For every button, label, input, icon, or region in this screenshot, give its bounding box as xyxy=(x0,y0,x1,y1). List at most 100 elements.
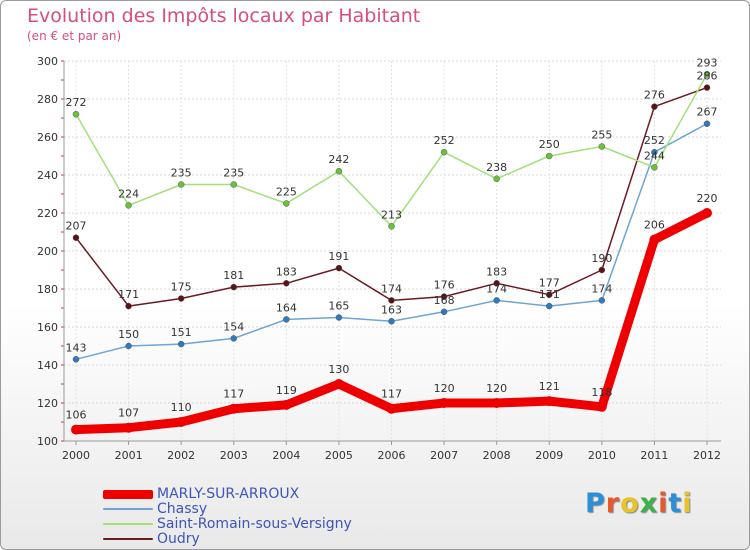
data-point-marly-sur-arroux-2010 xyxy=(596,401,607,412)
legend-swatch-oudry xyxy=(103,538,153,540)
data-label-marly-sur-arroux-2010: 118 xyxy=(591,386,612,399)
data-label-oudry-2000: 207 xyxy=(66,220,87,233)
legend-item-chassy: Chassy xyxy=(103,502,207,516)
data-point-saint-romain-sous-versigny-2006 xyxy=(388,223,395,230)
data-point-marly-sur-arroux-2008 xyxy=(491,398,502,408)
y-tick-label-100: 100 xyxy=(37,435,58,448)
data-point-saint-romain-sous-versigny-2005 xyxy=(335,167,343,175)
data-label-chassy-2001: 150 xyxy=(118,328,139,341)
data-point-saint-romain-sous-versigny-2004 xyxy=(283,200,290,207)
data-point-saint-romain-sous-versigny-2002 xyxy=(177,181,185,188)
data-label-marly-sur-arroux-2003: 117 xyxy=(223,388,244,401)
data-label-marly-sur-arroux-2005: 130 xyxy=(328,363,349,376)
data-point-chassy-2009 xyxy=(546,302,553,310)
data-label-saint-romain-sous-versigny-2008: 238 xyxy=(486,161,507,174)
data-label-oudry-2011: 276 xyxy=(644,89,665,102)
data-point-saint-romain-sous-versigny-2008 xyxy=(493,175,500,183)
logo-letter: r xyxy=(605,488,621,519)
data-point-marly-sur-arroux-2012 xyxy=(702,208,712,218)
data-label-oudry-2001: 171 xyxy=(118,288,139,301)
legend-label-chassy: Chassy xyxy=(157,501,208,517)
x-tick-label-2007: 2007 xyxy=(430,449,458,462)
data-label-saint-romain-sous-versigny-2005: 242 xyxy=(328,153,349,166)
x-tick-label-2012: 2012 xyxy=(693,449,721,462)
data-point-oudry-2004 xyxy=(283,280,290,287)
data-point-chassy-2006 xyxy=(388,318,395,325)
y-tick-label-260: 260 xyxy=(37,131,58,144)
y-tick-label-240: 240 xyxy=(37,169,58,182)
y-tick-label-200: 200 xyxy=(37,245,58,258)
data-label-chassy-2004: 164 xyxy=(276,301,297,314)
series-layer xyxy=(71,71,712,435)
logo-letter: x xyxy=(639,488,659,519)
data-point-saint-romain-sous-versigny-2010 xyxy=(598,143,606,150)
data-point-marly-sur-arroux-2006 xyxy=(386,403,397,414)
x-tick-label-2005: 2005 xyxy=(325,449,353,462)
y-tick-label-120: 120 xyxy=(37,397,58,410)
data-point-marly-sur-arroux-2003 xyxy=(228,403,239,414)
data-point-oudry-2012 xyxy=(703,84,711,91)
data-point-chassy-2001 xyxy=(125,342,132,350)
data-point-chassy-2007 xyxy=(440,308,448,316)
data-point-oudry-2010 xyxy=(598,266,606,274)
y-tick-label-180: 180 xyxy=(37,283,58,296)
data-label-marly-sur-arroux-2002: 110 xyxy=(171,401,192,414)
data-point-marly-sur-arroux-2004 xyxy=(281,399,292,410)
x-tick-label-2009: 2009 xyxy=(535,449,563,462)
data-label-saint-romain-sous-versigny-2012: 293 xyxy=(697,56,718,69)
data-label-chassy-2000: 143 xyxy=(66,341,87,354)
proxiti-logo: Proxiti xyxy=(585,488,693,519)
data-label-marly-sur-arroux-2011: 206 xyxy=(644,219,665,232)
data-point-chassy-2003 xyxy=(230,335,237,342)
data-point-saint-romain-sous-versigny-2011 xyxy=(651,164,658,171)
y-tick-label-140: 140 xyxy=(37,359,58,372)
data-point-oudry-2003 xyxy=(230,283,237,291)
data-point-oudry-2009 xyxy=(546,291,553,298)
data-label-marly-sur-arroux-2006: 117 xyxy=(381,388,402,401)
data-point-oudry-2008 xyxy=(493,280,500,287)
data-label-chassy-2008: 174 xyxy=(486,282,507,295)
data-point-marly-sur-arroux-2007 xyxy=(439,398,450,408)
x-tick-label-2003: 2003 xyxy=(220,449,248,462)
data-label-oudry-2006: 174 xyxy=(381,282,402,295)
data-point-saint-romain-sous-versigny-2009 xyxy=(546,152,553,160)
x-tick-label-2011: 2011 xyxy=(640,449,668,462)
data-label-oudry-2005: 191 xyxy=(328,250,349,263)
data-label-marly-sur-arroux-2007: 120 xyxy=(434,382,455,395)
data-label-marly-sur-arroux-2000: 106 xyxy=(66,409,87,422)
legend-item-saint-romain: Saint-Romain-sous-Versigny xyxy=(103,517,352,531)
data-point-saint-romain-sous-versigny-2000 xyxy=(72,110,80,118)
logo-letter: o xyxy=(620,488,640,519)
chart-subtitle: (en € et par an) xyxy=(27,29,122,43)
data-point-oudry-2007 xyxy=(440,293,448,300)
x-tick-label-2002: 2002 xyxy=(167,449,195,462)
data-label-oudry-2003: 181 xyxy=(223,269,244,282)
data-point-saint-romain-sous-versigny-2007 xyxy=(440,148,448,156)
data-point-saint-romain-sous-versigny-2003 xyxy=(230,181,237,188)
data-point-marly-sur-arroux-2005 xyxy=(333,379,344,389)
y-tick-label-280: 280 xyxy=(37,93,58,106)
data-label-oudry-2004: 183 xyxy=(276,265,297,278)
data-point-oudry-2005 xyxy=(335,264,343,272)
data-point-marly-sur-arroux-2009 xyxy=(544,396,555,407)
data-label-chassy-2006: 163 xyxy=(381,303,402,316)
data-label-marly-sur-arroux-2009: 121 xyxy=(539,380,560,393)
x-tick-label-2006: 2006 xyxy=(378,449,406,462)
x-tick-label-2000: 2000 xyxy=(62,449,90,462)
legend-label-oudry: Oudry xyxy=(157,531,200,547)
data-point-marly-sur-arroux-2011 xyxy=(649,234,660,245)
data-label-saint-romain-sous-versigny-2000: 272 xyxy=(66,96,87,109)
data-label-saint-romain-sous-versigny-2007: 252 xyxy=(434,134,455,147)
data-label-oudry-2009: 177 xyxy=(539,277,560,290)
data-point-chassy-2010 xyxy=(598,297,606,304)
chart-axes: 100 120 140 160 180 200 220 240 260 280 300 2000 200… xyxy=(37,55,721,462)
data-label-saint-romain-sous-versigny-2010: 255 xyxy=(591,129,612,142)
data-point-chassy-2002 xyxy=(177,340,185,348)
chart-title: Evolution des Impôts locaux par Habitant xyxy=(27,5,421,27)
data-label-oudry-2007: 176 xyxy=(434,279,455,292)
y-tick-label-160: 160 xyxy=(37,321,58,334)
data-label-chassy-2011: 252 xyxy=(644,134,665,147)
data-point-saint-romain-sous-versigny-2012 xyxy=(703,71,711,78)
data-label-oudry-2010: 190 xyxy=(591,252,612,265)
